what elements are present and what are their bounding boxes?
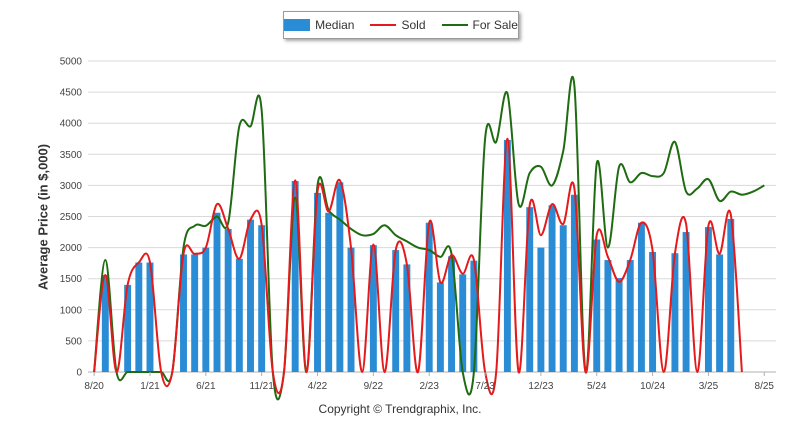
y-tick-label: 1000 — [60, 305, 83, 316]
median-bar — [548, 205, 556, 372]
median-bar — [537, 247, 545, 372]
median-bar — [213, 212, 221, 372]
median-bar — [146, 262, 154, 372]
median-bar — [626, 260, 634, 372]
legend-item-sold[interactable]: Sold — [370, 18, 426, 32]
median-bar — [202, 247, 210, 372]
median-bar — [649, 251, 657, 372]
median-bar — [403, 264, 411, 372]
legend: Median Sold For Sale — [283, 11, 519, 39]
y-axis-label: Average Price (in $,000) — [35, 143, 51, 291]
median-bar — [727, 218, 735, 372]
y-tick-label: 500 — [65, 336, 82, 347]
y-tick-label: 3500 — [60, 150, 83, 161]
median-bar — [336, 182, 344, 372]
median-bar — [526, 207, 534, 372]
legend-label-for-sale: For Sale — [472, 18, 518, 32]
median-bar — [704, 227, 712, 372]
median-bar — [559, 225, 567, 372]
median-bar — [637, 222, 645, 372]
median-bar — [593, 239, 601, 372]
median-bar — [180, 254, 187, 372]
x-tick-label: 12/23 — [528, 381, 553, 392]
x-tick-label: 4/22 — [308, 381, 328, 392]
x-tick-label: 10/24 — [640, 381, 665, 392]
x-tick-label: 8/20 — [84, 381, 104, 392]
median-bar — [459, 274, 467, 372]
x-tick-label: 7/23 — [475, 381, 495, 392]
median-bar — [425, 222, 433, 372]
legend-label-sold: Sold — [401, 18, 426, 32]
x-tick-label: 2/23 — [419, 381, 439, 392]
median-bar — [291, 181, 299, 372]
y-tick-label: 4000 — [60, 119, 83, 130]
x-tick-label: 9/22 — [364, 381, 384, 392]
y-tick-label: 5000 — [60, 57, 83, 68]
legend-swatch-sold — [370, 24, 397, 26]
legend-item-median[interactable]: Median — [284, 18, 354, 32]
median-bar — [135, 262, 143, 372]
x-tick-labels: 8/20 1/21 6/21 11/21 4/22 9/22 2/23 7/23 12/23 5/… — [84, 372, 774, 392]
y-tick-label: 2000 — [60, 243, 83, 254]
median-bars — [101, 139, 735, 372]
x-tick-label: 5/24 — [587, 381, 607, 392]
median-bar — [604, 260, 612, 372]
legend-label-median: Median — [315, 18, 355, 32]
x-tick-label: 11/21 — [250, 381, 275, 392]
y-tick-label: 2500 — [60, 212, 83, 223]
y-tick-label: 0 — [76, 368, 82, 379]
median-bar — [448, 256, 456, 372]
series-lines — [93, 75, 765, 401]
median-bar — [235, 258, 243, 372]
legend-swatch-for-sale — [441, 24, 468, 26]
x-tick-label: 6/21 — [196, 381, 216, 392]
median-bar — [325, 212, 333, 372]
median-bar — [124, 284, 132, 372]
median-bar — [369, 245, 377, 372]
legend-item-for-sale[interactable]: For Sale — [441, 18, 518, 32]
median-bar — [615, 278, 623, 372]
median-bar — [470, 260, 478, 372]
median-bar — [224, 228, 232, 372]
median-bar — [682, 232, 690, 372]
median-bar — [191, 254, 199, 372]
y-tick-labels: 0 500 1000 1500 2000 2500 3000 3500 4000 4500 5000 — [60, 57, 83, 379]
copyright-credit: Copyright © Trendgraphix, Inc. — [318, 402, 482, 416]
x-tick-label: 3/25 — [699, 381, 719, 392]
y-tick-label: 4500 — [60, 88, 83, 99]
median-bar — [716, 254, 724, 372]
median-bar — [570, 194, 578, 372]
sold-line — [93, 137, 743, 396]
median-bar — [258, 225, 266, 372]
x-tick-label: 1/21 — [140, 381, 160, 392]
median-bar — [436, 282, 444, 372]
y-tick-label: 1500 — [60, 274, 83, 285]
median-bar — [247, 219, 254, 372]
x-tick-label: 8/25 — [755, 381, 775, 392]
median-bar — [347, 247, 355, 372]
y-tick-label: 3000 — [60, 181, 83, 192]
median-bar — [503, 139, 511, 372]
legend-swatch-median — [284, 19, 311, 31]
median-bar — [671, 253, 679, 372]
median-bar — [392, 250, 400, 372]
median-bar — [314, 192, 321, 372]
median-bar — [101, 274, 109, 372]
